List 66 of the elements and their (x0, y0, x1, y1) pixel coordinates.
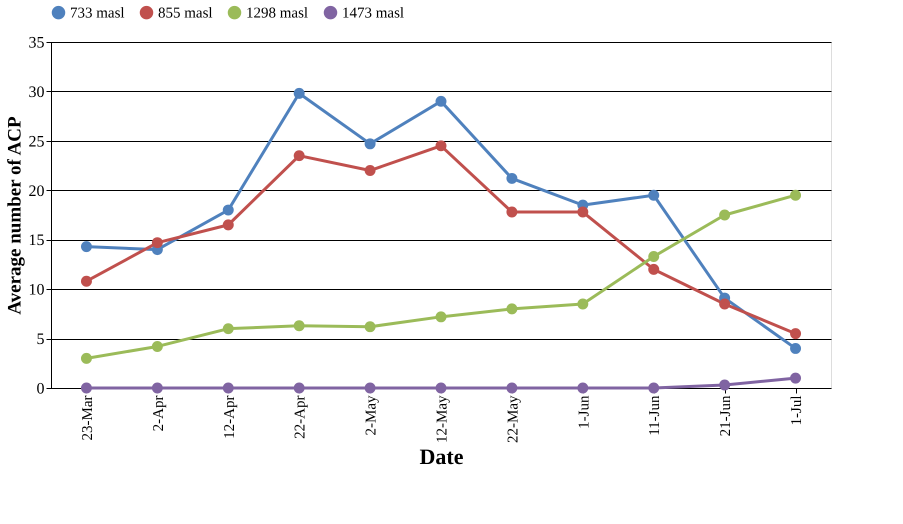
point (80, 276, 92, 287)
x-tick-label: 1-Jun (576, 395, 592, 429)
x-tick-label: 22-Apr (292, 396, 309, 439)
point (80, 241, 92, 252)
point (294, 88, 305, 99)
point (790, 328, 802, 340)
y-tick-label: 20 (28, 182, 44, 200)
point (790, 190, 802, 201)
point (577, 298, 588, 310)
point (506, 172, 518, 184)
point (436, 382, 446, 394)
point (577, 206, 588, 218)
x-tick-label: 2-Apr (150, 396, 167, 432)
x-tick-label: 21-Jun (718, 395, 734, 436)
y-tick-label: 0 (36, 380, 44, 398)
y-tick-label: 30 (28, 84, 44, 101)
y-tick-label: 15 (28, 232, 44, 250)
point (222, 204, 234, 216)
point (648, 382, 660, 394)
point (506, 303, 518, 314)
point (80, 352, 92, 364)
point (648, 190, 660, 201)
point (506, 206, 518, 218)
legend-label: 1473 masl (342, 6, 404, 22)
x-tick-label: 11-Jun (647, 395, 664, 436)
point (222, 219, 234, 230)
x-tick-label: 22-May (505, 395, 522, 443)
point (222, 323, 234, 334)
point (790, 372, 802, 384)
point (152, 341, 163, 352)
point (436, 311, 446, 322)
point (364, 138, 376, 150)
point (364, 165, 376, 176)
legend-label: 1298 masl (246, 6, 308, 22)
x-tick-label: 12-May (434, 395, 450, 443)
y-tick-label: 5 (36, 331, 44, 348)
point (152, 237, 163, 248)
point (80, 382, 92, 394)
y-axis-title: Average number of ACP (4, 116, 26, 315)
point (436, 96, 446, 107)
point (506, 382, 518, 394)
point (719, 210, 730, 220)
point (364, 382, 376, 394)
point (790, 342, 802, 354)
x-tick-label: 12-Apr (222, 396, 238, 439)
point (577, 382, 588, 394)
point (719, 298, 730, 310)
point (294, 382, 305, 394)
point (648, 251, 660, 262)
point (364, 321, 376, 332)
point (222, 382, 234, 394)
point (436, 140, 446, 152)
x-tick-label: 2-May (364, 395, 380, 436)
x-tick-label: 1-Jul (789, 396, 806, 426)
point (152, 382, 163, 394)
y-tick-label: 35 (28, 34, 44, 52)
y-tick-label: 10 (28, 282, 44, 299)
point (294, 150, 305, 162)
point (719, 380, 730, 390)
x-axis-title: Date (420, 444, 464, 469)
point (294, 320, 305, 332)
legend-label: 855 masl (158, 6, 213, 22)
legend-label: 733 masl (70, 6, 125, 22)
y-tick-label: 25 (28, 133, 44, 150)
point (648, 264, 660, 275)
x-tick-label: 23-Mar (80, 396, 96, 440)
